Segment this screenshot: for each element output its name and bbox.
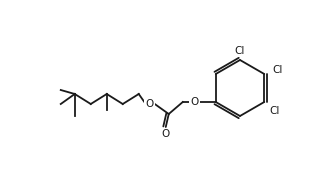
Text: Cl: Cl [235, 46, 245, 56]
Text: Cl: Cl [272, 65, 282, 75]
Text: O: O [146, 99, 154, 109]
Text: O: O [162, 129, 170, 139]
Text: Cl: Cl [269, 106, 280, 116]
Text: O: O [191, 97, 199, 107]
